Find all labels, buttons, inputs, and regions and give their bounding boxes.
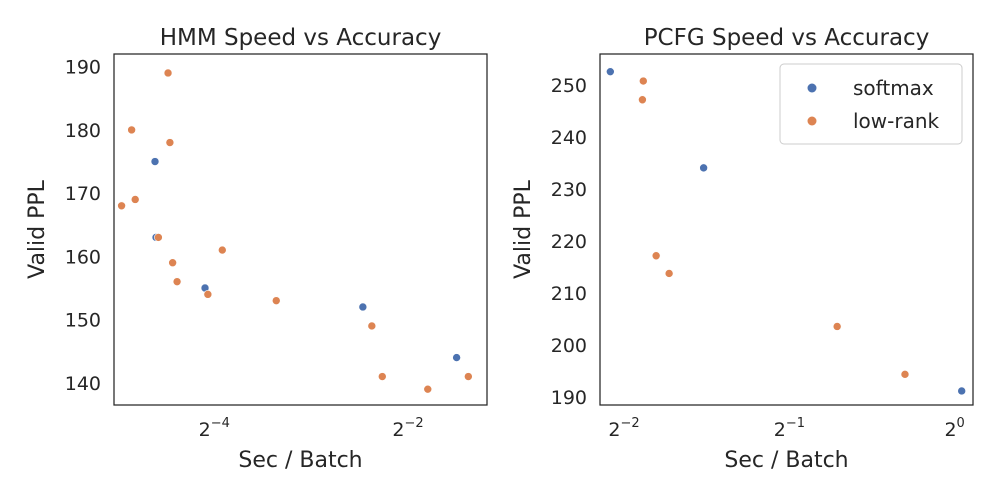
pcfg-legend-marker-low-rank bbox=[807, 116, 817, 126]
hmm-low-rank-point-8 bbox=[203, 290, 213, 299]
hmm-low-rank-point-12 bbox=[377, 372, 387, 381]
pcfg-y-tick-label-250: 250 bbox=[551, 75, 587, 97]
pcfg-legend-label-low-rank: low-rank bbox=[853, 109, 940, 133]
pcfg-legend-box bbox=[779, 63, 963, 145]
hmm-low-rank-point-3 bbox=[154, 233, 163, 242]
hmm-softmax-point-4 bbox=[452, 353, 461, 362]
hmm-low-rank-point-10 bbox=[271, 296, 281, 305]
hmm-low-rank-point-13 bbox=[423, 384, 433, 394]
pcfg-x-tick-label-2-2: 2−2 bbox=[608, 416, 639, 441]
pcfg-low-rank-point-4 bbox=[832, 322, 842, 331]
pcfg-softmax-point-1 bbox=[699, 163, 708, 173]
pcfg-y-tick-label-200: 200 bbox=[551, 335, 587, 357]
hmm-x-axis-label: Sec / Batch bbox=[238, 448, 362, 473]
hmm-y-tick-label-170: 170 bbox=[65, 183, 101, 205]
hmm-axes-frame bbox=[113, 53, 488, 406]
hmm-low-rank-point-11 bbox=[367, 321, 377, 331]
pcfg-x-tick-label-2-1: 2−1 bbox=[774, 416, 805, 441]
hmm-low-rank-point-14 bbox=[464, 372, 473, 381]
pcfg-legend-marker-softmax bbox=[807, 83, 817, 93]
hmm-y-tick-label-190: 190 bbox=[65, 57, 101, 79]
pcfg-low-rank-point-0 bbox=[639, 76, 648, 86]
hmm-low-rank-point-4 bbox=[163, 68, 173, 78]
pcfg-low-rank-point-5 bbox=[900, 370, 910, 379]
pcfg-low-rank-point-3 bbox=[664, 269, 674, 278]
hmm-softmax-point-0 bbox=[150, 157, 160, 166]
pcfg-softmax-point-2 bbox=[957, 386, 966, 396]
pcfg-y-tick-label-230: 230 bbox=[551, 179, 587, 201]
hmm-y-tick-label-150: 150 bbox=[65, 310, 101, 332]
hmm-low-rank-point-6 bbox=[168, 258, 177, 268]
hmm-low-rank-point-9 bbox=[217, 245, 227, 255]
hmm-x-tick-label-2-4: 2−4 bbox=[199, 416, 230, 441]
hmm-x-tick-label-2-2: 2−2 bbox=[392, 416, 423, 441]
pcfg-y-tick-label-220: 220 bbox=[551, 231, 587, 253]
hmm-low-rank-point-2 bbox=[130, 195, 140, 204]
pcfg-y-tick-label-240: 240 bbox=[551, 127, 587, 149]
hmm-low-rank-point-0 bbox=[117, 201, 126, 211]
pcfg-axes-frame bbox=[599, 53, 974, 406]
hmm-y-tick-label-140: 140 bbox=[65, 373, 101, 395]
pcfg-y-axis-label: Valid PPL bbox=[511, 179, 536, 279]
hmm-low-rank-point-5 bbox=[165, 138, 175, 147]
pcfg-x-axis-label: Sec / Batch bbox=[724, 448, 848, 473]
hmm-y-axis-label: Valid PPL bbox=[25, 179, 50, 279]
pcfg-low-rank-point-1 bbox=[638, 95, 647, 105]
pcfg-y-tick-label-210: 210 bbox=[551, 283, 587, 305]
hmm-softmax-point-3 bbox=[358, 302, 368, 312]
pcfg-legend-label-softmax: softmax bbox=[853, 76, 934, 100]
pcfg-low-rank-point-2 bbox=[651, 251, 661, 261]
hmm-y-tick-label-160: 160 bbox=[65, 246, 101, 268]
pcfg-y-tick-label-190: 190 bbox=[551, 387, 587, 409]
pcfg-legend: softmax low-rank bbox=[779, 63, 963, 145]
hmm-chart: HMM Speed vs Accuracy 140 150 160 170 180 190 2… bbox=[25, 25, 488, 473]
hmm-low-rank-point-7 bbox=[172, 277, 182, 286]
pcfg-x-tick-label-2-0: 20 bbox=[944, 416, 964, 441]
hmm-chart-title: HMM Speed vs Accuracy bbox=[160, 25, 442, 51]
hmm-y-tick-label-180: 180 bbox=[65, 120, 101, 142]
pcfg-softmax-point-0 bbox=[606, 67, 615, 76]
pcfg-chart-title: PCFG Speed vs Accuracy bbox=[644, 25, 930, 51]
pcfg-chart: PCFG Speed vs Accuracy 190 200 210 220 230 240… bbox=[511, 25, 974, 473]
hmm-low-rank-point-1 bbox=[127, 125, 136, 135]
